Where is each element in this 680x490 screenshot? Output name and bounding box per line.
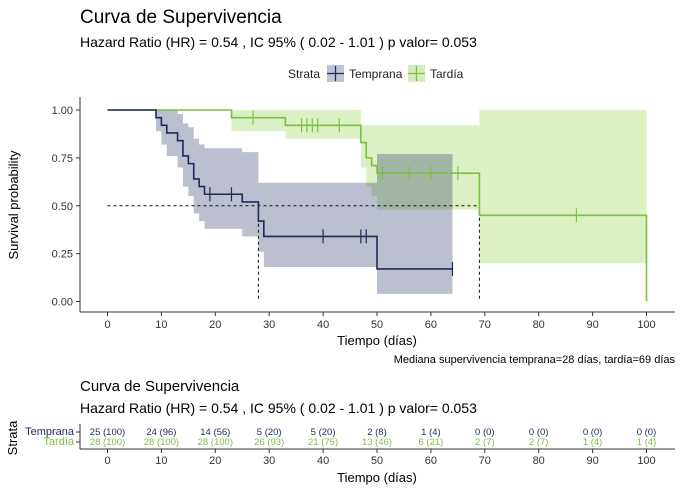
y-tick-label: 0.25 <box>52 249 73 261</box>
legend-label-tardia: Tardía <box>430 67 464 81</box>
risk-cell-temprana: 2 (8) <box>367 427 387 438</box>
risk-cell-temprana: 24 (96) <box>146 427 176 438</box>
risk-table-subtitle: Hazard Ratio (HR) = 0.54 , IC 95% ( 0.02… <box>80 400 477 416</box>
risk-cell-temprana: 1 (4) <box>421 427 441 438</box>
chart-title: Curva de Supervivencia <box>80 7 282 28</box>
risk-y-axis-label: Strata <box>5 420 20 455</box>
risk-cell-temprana: 14 (56) <box>200 427 230 438</box>
risk-x-tick-label: 90 <box>586 455 598 467</box>
risk-x-tick-label: 80 <box>533 455 545 467</box>
median-annotation: Mediana supervivencia temprana=28 días, … <box>394 354 676 366</box>
legend-label-temprana: Temprana <box>349 67 403 81</box>
x-tick-label: 20 <box>209 319 221 331</box>
ci-band-temprana <box>107 110 453 294</box>
risk-table-title: Curva de Supervivencia <box>80 378 240 395</box>
chart-subtitle: Hazard Ratio (HR) = 0.54 , IC 95% ( 0.02… <box>80 34 477 50</box>
survival-line-tardia <box>107 109 648 302</box>
legend-key-tardia <box>408 65 425 82</box>
risk-row-label-tardia: Tardía <box>43 436 74 448</box>
risk-cell-temprana: 5 (20) <box>257 427 282 438</box>
risk-x-tick-label: 60 <box>425 455 437 467</box>
risk-cell-tardia: 2 (7) <box>529 437 549 448</box>
risk-table: Temprana 25 (100) 24 (96) 14 (56) 5 (20) 5 (2… <box>25 424 675 467</box>
x-tick-label: 10 <box>155 319 167 331</box>
x-tick-label: 90 <box>586 319 598 331</box>
risk-x-tick-label: 50 <box>371 455 383 467</box>
risk-cell-tardia: 6 (21) <box>418 437 443 448</box>
x-tick-label: 30 <box>263 319 275 331</box>
risk-cell-tardia: 26 (93) <box>254 437 284 448</box>
risk-cell-temprana: 0 (0) <box>583 427 603 438</box>
risk-cell-temprana: 25 (100) <box>90 427 125 438</box>
x-axis-label: Tiempo (días) <box>337 333 417 348</box>
survival-plot: 0.00 0.25 0.50 0.75 1.00 0 10 20 30 40 50 60 70 80 90 1… <box>52 97 675 331</box>
x-tick-label: 70 <box>479 319 491 331</box>
risk-cell-tardia: 28 (100) <box>198 437 233 448</box>
ci-band-tardia <box>107 110 647 264</box>
risk-cell-tardia: 21 (75) <box>308 437 338 448</box>
risk-cell-tardia: 2 (7) <box>475 437 495 448</box>
x-tick-label: 80 <box>533 319 545 331</box>
y-tick-label: 1.00 <box>52 105 73 117</box>
x-tick-label: 100 <box>637 319 655 331</box>
risk-x-tick-label: 40 <box>317 455 329 467</box>
risk-cell-tardia: 1 (4) <box>637 437 657 448</box>
legend-title: Strata <box>288 67 320 81</box>
risk-cell-temprana: 0 (0) <box>529 427 549 438</box>
survival-line-temprana <box>107 109 453 270</box>
risk-x-tick-label: 20 <box>209 455 221 467</box>
y-tick-label: 0.00 <box>52 297 73 309</box>
risk-cell-tardia: 1 (4) <box>583 437 603 448</box>
risk-cell-tardia: 28 (100) <box>144 437 179 448</box>
x-tick-label: 50 <box>371 319 383 331</box>
y-tick-label: 0.75 <box>52 153 73 165</box>
legend-key-temprana <box>327 65 344 82</box>
risk-x-tick-label: 100 <box>637 455 655 467</box>
risk-cell-temprana: 0 (0) <box>475 427 495 438</box>
risk-cell-tardia: 28 (100) <box>90 437 125 448</box>
risk-cell-temprana: 0 (0) <box>637 427 657 438</box>
x-tick-label: 0 <box>104 319 110 331</box>
risk-x-tick-label: 0 <box>104 455 110 467</box>
y-tick-label: 0.50 <box>52 201 73 213</box>
x-tick-label: 60 <box>425 319 437 331</box>
y-axis-label: Survival probability <box>6 150 21 260</box>
x-tick-label: 40 <box>317 319 329 331</box>
risk-x-axis-label: Tiempo (días) <box>337 470 417 485</box>
legend: Strata Temprana Tardía <box>288 65 464 82</box>
risk-cell-temprana: 5 (20) <box>311 427 336 438</box>
risk-row-label-temprana: Temprana <box>25 426 75 438</box>
risk-x-tick-label: 30 <box>263 455 275 467</box>
risk-cell-tardia: 13 (46) <box>362 437 392 448</box>
risk-x-tick-label: 70 <box>479 455 491 467</box>
risk-x-tick-label: 10 <box>155 455 167 467</box>
